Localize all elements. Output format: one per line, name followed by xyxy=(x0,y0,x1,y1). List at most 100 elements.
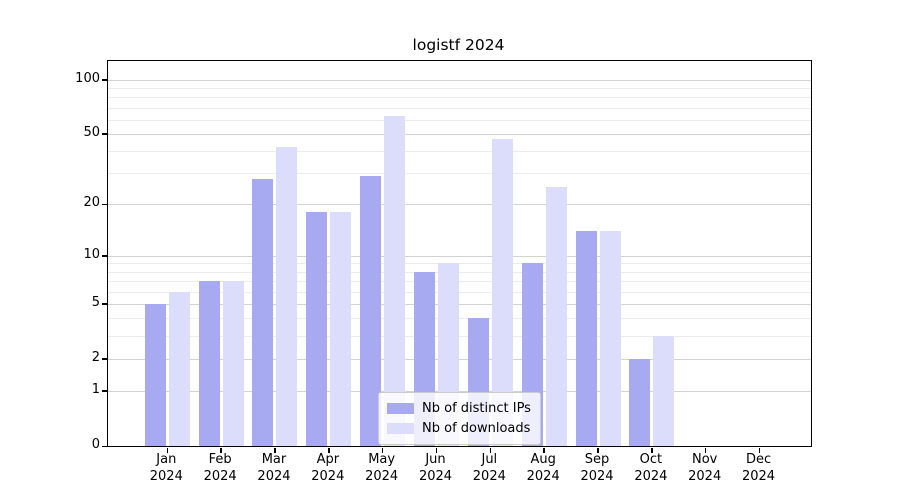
x-tick-mark xyxy=(704,447,707,453)
x-tick-label: Dec 2024 xyxy=(729,451,789,485)
x-tick-year: 2024 xyxy=(634,469,668,484)
y-tick-mark xyxy=(101,445,107,447)
legend-swatch-downloads xyxy=(387,422,414,434)
x-tick-month: Jan xyxy=(156,452,177,467)
x-tick-year: 2024 xyxy=(257,469,291,484)
y-tick-mark xyxy=(101,255,107,257)
minor-gridline xyxy=(108,318,811,320)
x-tick-mark xyxy=(489,447,492,453)
x-tick-month: Jul xyxy=(481,452,498,467)
major-gridline xyxy=(108,390,811,392)
legend-label-distinct-ips: Nb of distinct IPs xyxy=(422,400,531,416)
minor-gridline xyxy=(108,280,811,282)
x-tick-label: Jul 2024 xyxy=(459,451,519,485)
y-tick-label: 10 xyxy=(83,246,100,262)
x-tick-month: Sep xyxy=(584,452,610,467)
x-tick-year: 2024 xyxy=(580,469,614,484)
plot-area xyxy=(101,60,812,453)
bar-downloads xyxy=(384,115,406,446)
major-gridline xyxy=(108,358,811,360)
bar-downloads xyxy=(276,147,298,446)
x-tick-year: 2024 xyxy=(526,469,560,484)
x-tick-year: 2024 xyxy=(688,469,722,484)
minor-gridline xyxy=(108,87,811,89)
x-tick-label: May 2024 xyxy=(352,451,412,485)
x-tick-label: Nov 2024 xyxy=(675,451,735,485)
minor-gridline xyxy=(108,263,811,265)
bar-distinct-ips xyxy=(629,358,651,446)
minor-gridline xyxy=(108,119,811,121)
bar-distinct-ips xyxy=(252,178,274,446)
y-tick-mark xyxy=(101,390,107,392)
y-tick-label: 20 xyxy=(83,195,100,211)
minor-gridline xyxy=(108,173,811,175)
y-tick-mark xyxy=(101,203,107,206)
y-tick-label: 50 xyxy=(83,124,100,140)
bar-downloads xyxy=(330,212,352,446)
x-tick-label: Feb 2024 xyxy=(190,451,250,485)
x-tick-label: Apr 2024 xyxy=(298,451,358,485)
y-tick-label: 100 xyxy=(75,70,100,86)
x-tick-year: 2024 xyxy=(311,469,345,484)
x-tick-label: Sep 2024 xyxy=(567,451,627,485)
x-tick-year: 2024 xyxy=(365,469,399,484)
minor-gridline xyxy=(108,97,811,99)
minor-gridline xyxy=(108,151,811,153)
x-tick-month: Apr xyxy=(316,452,340,467)
x-tick-mark xyxy=(381,447,384,453)
x-tick-mark xyxy=(543,447,545,453)
x-tick-month: Mar xyxy=(261,452,287,467)
x-tick-mark xyxy=(651,447,653,453)
x-tick-mark xyxy=(597,447,599,453)
x-tick-mark xyxy=(758,447,761,453)
x-tick-year: 2024 xyxy=(418,469,453,484)
x-tick-mark xyxy=(328,447,330,453)
bar-downloads xyxy=(545,187,567,446)
x-tick-label: Mar 2024 xyxy=(244,451,304,485)
bar-downloads xyxy=(653,335,675,446)
y-tick-mark xyxy=(101,133,107,135)
x-tick-mark xyxy=(166,447,169,453)
x-tick-mark xyxy=(274,447,276,453)
major-gridline xyxy=(108,204,811,206)
bar-distinct-ips xyxy=(575,231,597,446)
minor-gridline xyxy=(108,291,811,293)
x-tick-label: Jun 2024 xyxy=(406,451,466,485)
y-tick-label: 0 xyxy=(91,437,100,452)
bar-distinct-ips xyxy=(144,303,166,446)
x-tick-month: Feb xyxy=(208,452,232,467)
legend-label-downloads: Nb of downloads xyxy=(422,420,531,436)
chart-title: logistf 2024 xyxy=(412,36,505,54)
x-tick-mark xyxy=(220,447,222,453)
major-gridline xyxy=(108,303,811,305)
y-tick-label: 1 xyxy=(91,381,100,397)
major-gridline xyxy=(108,79,811,81)
major-gridline xyxy=(108,133,811,135)
legend-entry-downloads: Nb of downloads xyxy=(387,418,531,438)
x-tick-year: 2024 xyxy=(741,469,776,484)
bar-distinct-ips xyxy=(306,212,328,446)
x-tick-label: Aug 2024 xyxy=(513,451,573,485)
x-tick-month: Aug xyxy=(530,452,556,467)
legend-entry-distinct-ips: Nb of distinct IPs xyxy=(387,398,531,418)
bar-downloads xyxy=(168,291,190,446)
legend-swatch-distinct-ips xyxy=(387,402,414,414)
x-tick-year: 2024 xyxy=(149,469,183,484)
x-tick-month: Nov xyxy=(692,452,718,467)
bar-downloads xyxy=(222,280,244,446)
legend: Nb of distinct IPs Nb of downloads xyxy=(378,392,541,445)
y-tick-mark xyxy=(101,358,107,360)
y-tick-label: 5 xyxy=(91,294,100,310)
x-tick-month: Oct xyxy=(639,452,663,467)
x-tick-month: Jun xyxy=(425,452,446,467)
bar-distinct-ips xyxy=(198,280,220,446)
x-tick-label: Oct 2024 xyxy=(621,451,681,485)
y-tick-mark xyxy=(101,79,107,81)
x-tick-year: 2024 xyxy=(472,469,506,484)
x-tick-label: Jan 2024 xyxy=(136,451,196,485)
minor-gridline xyxy=(108,335,811,337)
y-tick-label: 2 xyxy=(91,349,100,365)
major-gridline xyxy=(108,255,811,257)
bar-downloads xyxy=(599,231,621,446)
